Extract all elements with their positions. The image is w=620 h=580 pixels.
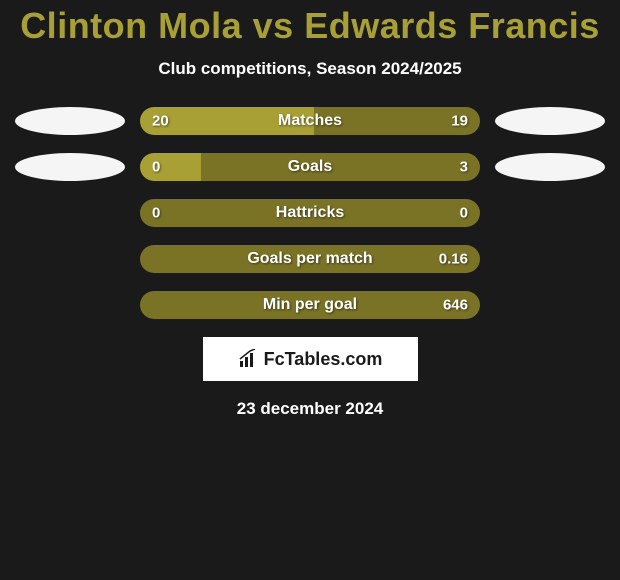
stat-row: Hattricks 0 0 [0, 199, 620, 227]
stat-bar: Min per goal 646 [140, 291, 480, 319]
stat-row: Goals per match 0.16 [0, 245, 620, 273]
stat-label: Hattricks [276, 204, 344, 222]
stat-label: Goals per match [247, 250, 372, 268]
bar-segment-right [201, 153, 480, 181]
stat-value-right: 0 [460, 205, 468, 222]
right-side [490, 107, 610, 135]
stat-value-right: 0.16 [439, 251, 468, 268]
stat-bar: Goals 0 3 [140, 153, 480, 181]
stat-label: Matches [278, 112, 342, 130]
player-ellipse-left [15, 107, 125, 135]
page-subtitle: Club competitions, Season 2024/2025 [0, 59, 620, 79]
bar-chart-icon [238, 349, 258, 369]
stat-value-left: 0 [152, 205, 160, 222]
stat-row: Matches 20 19 [0, 107, 620, 135]
left-side [10, 153, 130, 181]
stat-value-right: 646 [443, 297, 468, 314]
stat-label: Goals [288, 158, 332, 176]
stat-value-left: 0 [152, 159, 160, 176]
player-ellipse-left [15, 153, 125, 181]
left-side [10, 107, 130, 135]
stat-value-right: 19 [451, 113, 468, 130]
right-side [490, 153, 610, 181]
player-ellipse-right [495, 153, 605, 181]
stat-value-right: 3 [460, 159, 468, 176]
bar-segment-left [140, 153, 201, 181]
stat-bar: Matches 20 19 [140, 107, 480, 135]
stat-rows: Matches 20 19 Goals 0 3 Hattricks 0 0 Goals per m… [0, 107, 620, 319]
infographic-container: Clinton Mola vs Edwards Francis Club com… [0, 0, 620, 419]
stat-bar: Hattricks 0 0 [140, 199, 480, 227]
logo-box: FcTables.com [203, 337, 418, 381]
stat-label: Min per goal [263, 296, 357, 314]
stat-bar: Goals per match 0.16 [140, 245, 480, 273]
stat-row: Min per goal 646 [0, 291, 620, 319]
stat-row: Goals 0 3 [0, 153, 620, 181]
player-ellipse-right [495, 107, 605, 135]
stat-value-left: 20 [152, 113, 169, 130]
date-text: 23 december 2024 [0, 399, 620, 419]
logo-text: FcTables.com [264, 349, 383, 370]
page-title: Clinton Mola vs Edwards Francis [0, 5, 620, 47]
